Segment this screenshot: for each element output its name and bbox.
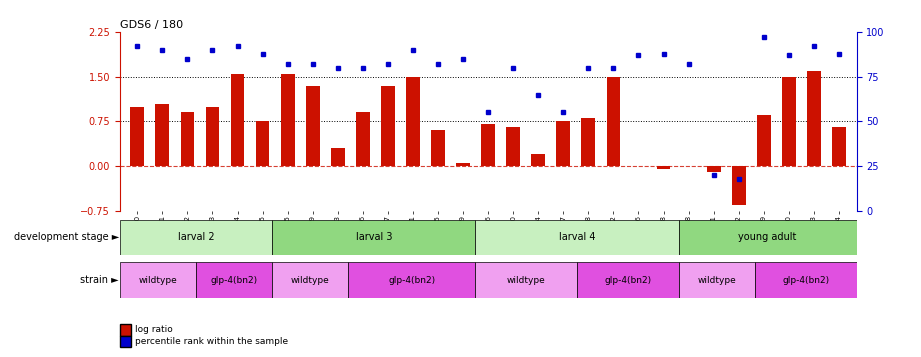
Bar [406, 77, 420, 166]
Bar [356, 112, 369, 166]
Bar [531, 154, 545, 166]
Text: wildtype: wildtype [697, 276, 736, 285]
Bar [273, 262, 348, 298]
Bar [120, 262, 196, 298]
Bar [657, 166, 670, 169]
Text: larval 4: larval 4 [559, 232, 595, 242]
Text: development stage ►: development stage ► [14, 232, 119, 242]
Text: young adult: young adult [739, 232, 797, 242]
Bar [331, 148, 344, 166]
Text: wildtype: wildtype [507, 276, 545, 285]
Bar [120, 220, 273, 255]
Bar [475, 220, 679, 255]
Bar [807, 71, 821, 166]
Text: glp-4(bn2): glp-4(bn2) [389, 276, 436, 285]
Text: wildtype: wildtype [138, 276, 177, 285]
Bar [507, 127, 520, 166]
Bar [482, 124, 495, 166]
Text: wildtype: wildtype [291, 276, 330, 285]
Bar [757, 115, 771, 166]
Bar [181, 112, 194, 166]
Bar [381, 86, 395, 166]
Bar [273, 220, 475, 255]
Text: log ratio: log ratio [135, 325, 173, 335]
Bar [281, 74, 295, 166]
Bar [230, 74, 244, 166]
Text: larval 3: larval 3 [356, 232, 392, 242]
Bar [832, 127, 845, 166]
Bar [256, 121, 270, 166]
Bar [706, 166, 720, 172]
Bar [205, 106, 219, 166]
Bar [431, 130, 445, 166]
Bar [679, 262, 755, 298]
Bar [348, 262, 475, 298]
Bar [679, 220, 857, 255]
Bar [782, 77, 796, 166]
Bar [577, 262, 679, 298]
Text: glp-4(bn2): glp-4(bn2) [211, 276, 258, 285]
Bar [581, 119, 595, 166]
Text: GDS6 / 180: GDS6 / 180 [120, 20, 183, 30]
Bar [156, 104, 169, 166]
Bar [732, 166, 746, 205]
Text: larval 2: larval 2 [178, 232, 215, 242]
Text: glp-4(bn2): glp-4(bn2) [604, 276, 651, 285]
Bar [456, 163, 470, 166]
Bar [556, 121, 570, 166]
Bar [306, 86, 320, 166]
Bar [755, 262, 857, 298]
Bar [607, 77, 621, 166]
Text: strain ►: strain ► [80, 275, 119, 285]
Text: glp-4(bn2): glp-4(bn2) [782, 276, 829, 285]
Text: percentile rank within the sample: percentile rank within the sample [135, 337, 288, 346]
Bar [131, 106, 145, 166]
Bar [475, 262, 577, 298]
Bar [196, 262, 273, 298]
